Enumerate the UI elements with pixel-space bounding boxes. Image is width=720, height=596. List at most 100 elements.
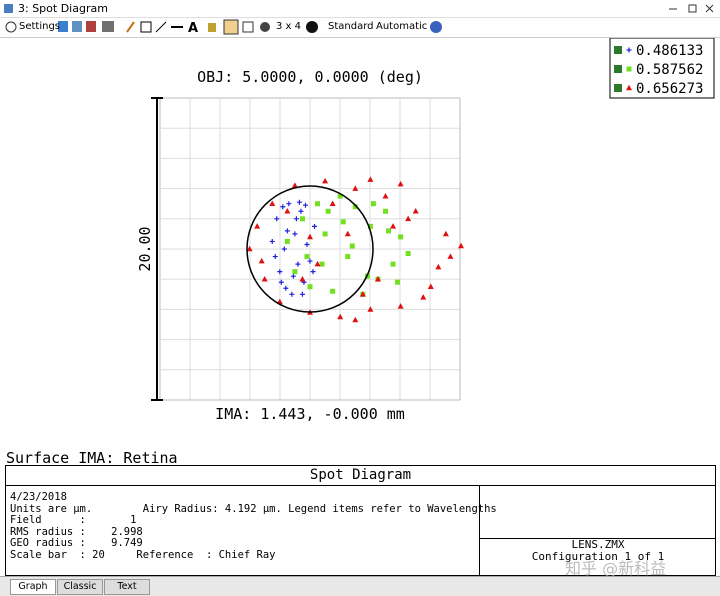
spot [330, 288, 336, 294]
tab[interactable]: Classic [57, 579, 103, 595]
spot [261, 276, 268, 282]
spot [386, 228, 392, 234]
spot [427, 283, 434, 290]
tab-bar: Graph Classic Text [0, 576, 720, 596]
spot [299, 216, 305, 222]
spot [337, 313, 344, 320]
spot [458, 242, 464, 249]
spot [277, 269, 283, 275]
spots [246, 176, 464, 323]
spot [290, 273, 296, 279]
info-line: Units are µm. Airy Radius: 4.192 µm. Leg… [10, 502, 497, 515]
spot [286, 201, 292, 207]
spot [626, 47, 632, 53]
config: Configuration 1 of 1 [531, 550, 665, 563]
spot [345, 254, 351, 260]
toolbar-icons: A [5, 19, 442, 36]
airy-circle [246, 185, 374, 313]
info-cell [479, 486, 716, 539]
spot [254, 223, 261, 229]
spot [269, 238, 275, 244]
spot [284, 208, 291, 214]
info-line: GEO radius : 9.749 [10, 537, 143, 549]
spot [307, 258, 313, 264]
spot [337, 193, 343, 199]
info-line: 4/23/2018 [10, 491, 67, 503]
spot [302, 202, 308, 208]
spot [299, 276, 306, 282]
spot [293, 216, 299, 222]
layout-button[interactable]: 3 x 4 [276, 21, 301, 32]
title-bar: 3: Spot Diagram [0, 0, 720, 18]
spot [352, 204, 358, 210]
file-name: LENS.ZMX [571, 538, 625, 551]
spot [390, 261, 396, 267]
spot [390, 223, 397, 229]
spot [299, 291, 305, 297]
spot [258, 257, 265, 264]
legend-swatch [614, 65, 622, 73]
legend-label: 0.656273 [636, 81, 703, 97]
spot [322, 177, 329, 184]
info-box: Spot Diagram 4/23/2018 Units are µm. Airy… [5, 465, 716, 576]
spot [340, 219, 346, 225]
info-line: Field : 1 [10, 514, 137, 526]
spot [292, 269, 298, 275]
spot [312, 223, 318, 229]
title-icons [4, 4, 714, 13]
spot [382, 192, 389, 199]
spot [307, 284, 313, 290]
spot [310, 269, 316, 275]
spot [359, 291, 366, 297]
standard-dropdown[interactable]: Standard [328, 21, 374, 32]
spot [295, 261, 301, 267]
legend-items: 0.486133 0.587562 0.656273 [614, 43, 703, 97]
spot [304, 241, 310, 247]
plot-footer: IMA: 1.443, -0.000 mm [215, 405, 405, 423]
spot [272, 254, 278, 260]
spot [291, 182, 298, 188]
legend-swatch [614, 46, 622, 54]
tab[interactable]: Text [104, 579, 150, 595]
spot [344, 230, 351, 237]
spot [367, 306, 374, 312]
spot [435, 263, 442, 270]
spot [284, 228, 290, 234]
spot [626, 84, 632, 91]
spot [398, 234, 404, 240]
spot [315, 201, 321, 207]
spot [246, 245, 253, 252]
spot [626, 66, 632, 72]
spot [292, 231, 298, 237]
spot [274, 216, 280, 222]
tab[interactable]: Graph [10, 579, 56, 595]
grid [159, 97, 461, 401]
legend-label: 0.486133 [636, 43, 703, 59]
spot [307, 233, 313, 240]
spot [367, 223, 373, 229]
watermark: 知乎 @新科益 [565, 559, 667, 578]
spot [412, 208, 419, 214]
info-cell: LENS.ZMX Configuration 1 of 1 [479, 539, 716, 575]
spot [284, 238, 290, 244]
spot [383, 208, 388, 214]
spot [304, 254, 310, 260]
spot [420, 294, 427, 300]
automatic-dropdown[interactable]: Automatic [376, 21, 428, 32]
spot [296, 199, 302, 205]
window-title: 3: Spot Diagram [18, 2, 108, 15]
spot [395, 279, 401, 285]
spot [280, 204, 286, 210]
spot [352, 185, 359, 191]
spot [367, 176, 374, 182]
info-lines: 4/23/2018 Units are µm. Airy Radius: 4.19… [10, 491, 497, 561]
info-line: RMS radius : 2.998 [10, 525, 143, 538]
svg-text:A: A [188, 21, 198, 36]
spot [322, 231, 328, 237]
spot [269, 200, 276, 206]
spot [447, 253, 454, 259]
spot [314, 260, 321, 267]
spot [329, 200, 336, 206]
settings-button[interactable]: Settings [19, 21, 61, 32]
